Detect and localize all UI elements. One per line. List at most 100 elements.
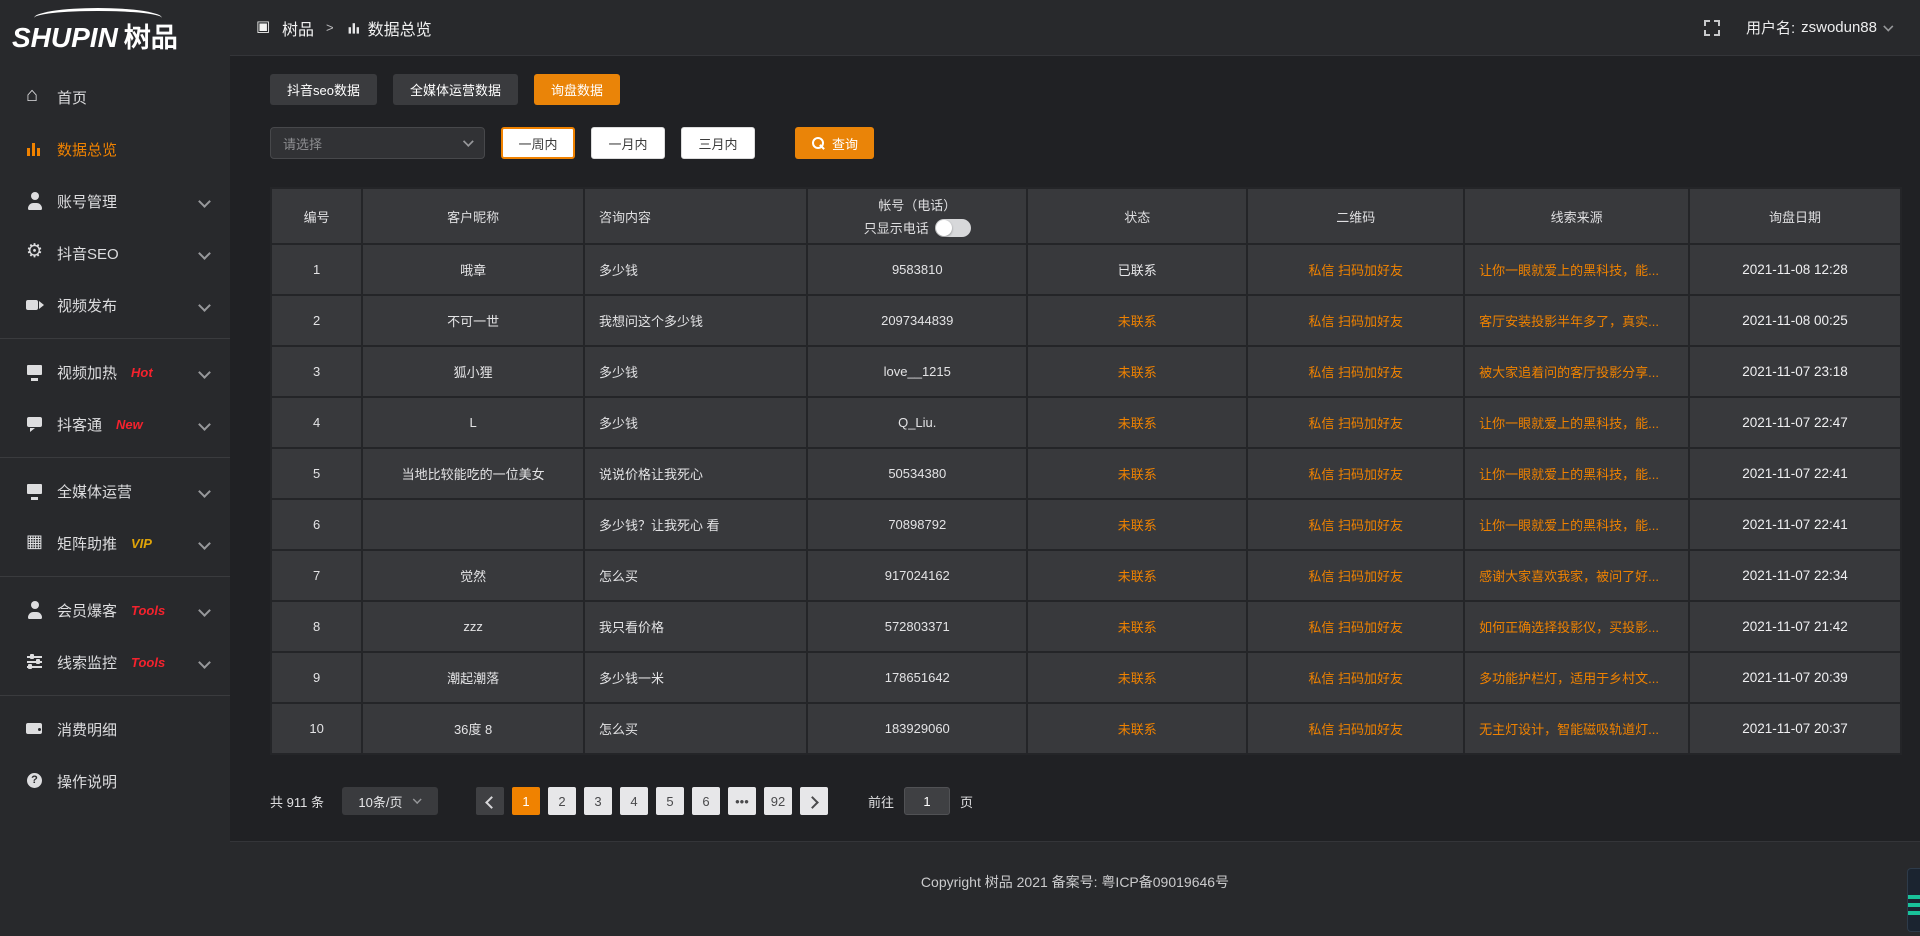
logo: SHUPIN 树品 [0, 0, 230, 57]
sidebar-item[interactable]: 矩阵助推 VIP [0, 517, 230, 569]
sidebar: SHUPIN 树品 首页 数据总览 账号管理 抖音SEO 视频发布 [0, 0, 230, 936]
table-row: 8 zzz 我只看价格 572803371 未联系 私信 扫码加好友 如何正确选… [269, 600, 1902, 653]
page-number-button[interactable]: 4 [619, 787, 648, 815]
sidebar-item[interactable]: 会员爆客 Tools [0, 584, 230, 636]
sidebar-item-label: 全媒体运营 [57, 483, 133, 501]
cell-status: 未联系 [1026, 498, 1249, 551]
query-button[interactable]: 查询 [795, 127, 875, 159]
goto-page-input[interactable] [903, 787, 950, 815]
period-button[interactable]: 一周内 [501, 127, 575, 159]
cell-qrcode-links[interactable]: 私信 扫码加好友 [1246, 447, 1466, 500]
chevron-down-icon [199, 606, 208, 615]
page-size-select[interactable]: 10条/页 [341, 787, 438, 815]
cell-qrcode-links[interactable]: 私信 扫码加好友 [1246, 549, 1466, 602]
breadcrumb-root[interactable]: 树品 [282, 21, 315, 39]
cell-qrcode-links[interactable]: 私信 扫码加好友 [1246, 243, 1466, 296]
sidebar-item[interactable]: 操作说明 [0, 755, 230, 807]
user-icon [26, 192, 44, 210]
sidebar-item-label: 账号管理 [57, 193, 118, 211]
cell-date: 2021-11-07 23:18 [1688, 345, 1902, 398]
sidebar-item-label: 数据总览 [57, 141, 118, 159]
cell-account: 183929060 [806, 702, 1029, 755]
cell-source-link[interactable]: 感谢大家喜欢我家，被问了好... [1463, 549, 1691, 602]
floating-side-widget[interactable] [1907, 868, 1920, 932]
cell-account: 2097344839 [806, 294, 1029, 347]
next-page-button[interactable] [799, 787, 828, 815]
col-content: 咨询内容 [582, 187, 809, 245]
cell-date: 2021-11-07 22:41 [1688, 447, 1902, 500]
phone-only-toggle[interactable] [934, 218, 971, 237]
sidebar-item[interactable]: 数据总览 [0, 123, 230, 175]
page-number-button[interactable]: ••• [727, 787, 756, 815]
cell-qrcode-links[interactable]: 私信 扫码加好友 [1246, 600, 1466, 653]
page-number-button[interactable]: 92 [763, 787, 792, 815]
chevron-down-icon [199, 539, 208, 548]
cell-qrcode-links[interactable]: 私信 扫码加好友 [1246, 294, 1466, 347]
data-tab[interactable]: 全媒体运营数据 [392, 74, 518, 105]
page-number-button[interactable]: 3 [583, 787, 612, 815]
page-number-button[interactable]: 1 [511, 787, 540, 815]
period-button[interactable]: 三月内 [681, 127, 755, 159]
user-menu[interactable]: 用户名: zswodun88 [1746, 17, 1892, 38]
data-tab[interactable]: 抖音seo数据 [270, 74, 377, 105]
sidebar-item[interactable]: 消费明细 [0, 703, 230, 755]
app-icon [256, 17, 274, 37]
page-number-button[interactable]: 5 [655, 787, 684, 815]
content: 抖音seo数据 全媒体运营数据 询盘数据 请选择 一周内 一月内 三月内 查询 [230, 56, 1920, 815]
cell-status: 未联系 [1026, 294, 1249, 347]
table-row: 2 不可一世 我想问这个多少钱 2097344839 未联系 私信 扫码加好友 … [269, 294, 1902, 347]
cell-qrcode-links[interactable]: 私信 扫码加好友 [1246, 396, 1466, 449]
cell-nickname: 哦章 [361, 243, 585, 296]
logo-text-cn: 树品 [123, 23, 178, 53]
sidebar-item[interactable]: 视频发布 [0, 279, 230, 331]
cell-qrcode-links[interactable]: 私信 扫码加好友 [1246, 702, 1466, 755]
sidebar-item[interactable]: 全媒体运营 [0, 465, 230, 517]
cell-source-link[interactable]: 让你一眼就爱上的黑科技，能... [1463, 396, 1691, 449]
cell-source-link[interactable]: 被大家追着问的客厅投影分享... [1463, 345, 1691, 398]
logo-arc [34, 8, 162, 18]
sidebar-item[interactable]: 抖客通 New [0, 398, 230, 450]
cell-qrcode-links[interactable]: 私信 扫码加好友 [1246, 345, 1466, 398]
wallet-icon [26, 720, 44, 738]
cell-source-link[interactable]: 让你一眼就爱上的黑科技，能... [1463, 243, 1691, 296]
data-tab[interactable]: 询盘数据 [533, 74, 620, 105]
page-number-button[interactable]: 2 [547, 787, 576, 815]
cell-id: 5 [269, 447, 364, 500]
sidebar-item[interactable]: 视频加热 Hot [0, 346, 230, 398]
prev-page-button[interactable] [475, 787, 504, 815]
cell-account: 178651642 [806, 651, 1029, 704]
member-icon [26, 601, 44, 619]
sidebar-item[interactable]: 线索监控 Tools [0, 636, 230, 688]
breadcrumb-separator: > [326, 20, 334, 35]
fullscreen-icon[interactable] [1703, 19, 1720, 36]
sidebar-item-badge: VIP [131, 535, 152, 551]
cell-source-link[interactable]: 客厅安装投影半年多了，真实... [1463, 294, 1691, 347]
cell-id: 3 [269, 345, 364, 398]
chevron-down-icon [199, 368, 208, 377]
table-row: 3 狐小狸 多少钱 love__1215 未联系 私信 扫码加好友 被大家追着问… [269, 345, 1902, 398]
sidebar-item[interactable]: 账号管理 [0, 175, 230, 227]
cell-source-link[interactable]: 多功能护栏灯，适用于乡村文... [1463, 651, 1691, 704]
cell-content: 我只看价格 [582, 600, 809, 653]
sidebar-item-badge: Tools [131, 654, 166, 670]
page-size-value: 10条/页 [358, 794, 403, 810]
cell-source-link[interactable]: 如何正确选择投影仪，买投影... [1463, 600, 1691, 653]
bar-chart-icon [347, 20, 361, 34]
period-button[interactable]: 一月内 [591, 127, 665, 159]
table-header-row: 编号 客户昵称 咨询内容 帐号（电话） 只显示电话 [269, 187, 1902, 245]
cell-qrcode-links[interactable]: 私信 扫码加好友 [1246, 498, 1466, 551]
cell-qrcode-links[interactable]: 私信 扫码加好友 [1246, 651, 1466, 704]
cell-source-link[interactable]: 无主灯设计，智能磁吸轨道灯... [1463, 702, 1691, 755]
cell-nickname: 觉然 [361, 549, 585, 602]
cell-source-link[interactable]: 让你一眼就爱上的黑科技，能... [1463, 447, 1691, 500]
cell-source-link[interactable]: 让你一眼就爱上的黑科技，能... [1463, 498, 1691, 551]
cell-status: 未联系 [1026, 447, 1249, 500]
sidebar-item[interactable]: 首页 [0, 71, 230, 123]
filter-select[interactable]: 请选择 [270, 127, 485, 159]
sidebar-item[interactable]: 抖音SEO [0, 227, 230, 279]
cell-date: 2021-11-07 22:47 [1688, 396, 1902, 449]
page-number-button[interactable]: 6 [691, 787, 720, 815]
search-icon [811, 136, 826, 151]
sidebar-item-badge: Hot [131, 364, 153, 380]
